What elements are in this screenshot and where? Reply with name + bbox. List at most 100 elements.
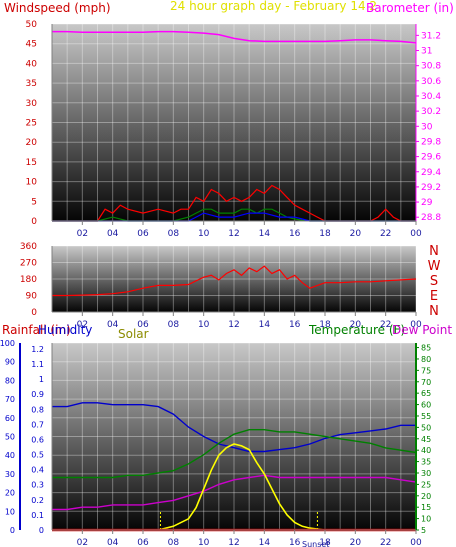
x-tick-label: 06 [137, 229, 149, 239]
x-tick-label: 08 [168, 229, 180, 239]
solar-axis-title: Solar [118, 327, 149, 341]
rain-y-tick-label: 1 [39, 375, 44, 384]
temperature-y-tick-label: 55 [421, 412, 431, 421]
temperature-y-tick-label: 20 [421, 492, 431, 501]
rain-y-tick-label: 0.2 [31, 496, 44, 505]
x-tick-label: 14 [259, 320, 271, 330]
wind-y-tick-label: 20 [26, 138, 38, 148]
x-tick-label: 14 [259, 538, 271, 547]
humidity-y-tick-label: 50 [5, 433, 15, 442]
direction-y-tick-label: 270 [20, 259, 37, 269]
x-tick-label: 04 [107, 229, 119, 239]
x-tick-label: 08 [168, 538, 180, 547]
barometer-y-tick-label: 29 [421, 198, 433, 208]
barometer-y-tick-label: 30.8 [421, 62, 441, 72]
temperature-axis-title: Temperature (F) [308, 323, 405, 337]
barometer-y-tick-label: 29.2 [421, 183, 441, 193]
x-tick-label: 22 [380, 538, 391, 547]
rain-y-tick-label: 0.1 [31, 511, 44, 520]
temperature-y-tick-label: 75 [421, 366, 431, 375]
rain-y-tick-label: 0.3 [31, 481, 44, 490]
x-tick-label: 04 [107, 320, 119, 330]
x-tick-label: 02 [77, 229, 88, 239]
temperature-y-tick-label: 40 [421, 446, 431, 455]
x-tick-label: 22 [380, 229, 391, 239]
x-tick-label: 16 [289, 320, 301, 330]
barometer-y-tick-label: 28.8 [421, 213, 441, 223]
rain-y-tick-label: 0.6 [31, 435, 44, 444]
barometer-y-tick-label: 30.4 [421, 92, 441, 102]
rain-y-tick-label: 0.9 [31, 390, 44, 399]
humidity-axis-title: Humidity [38, 323, 92, 337]
wind-y-tick-label: 5 [31, 197, 37, 207]
temperature-y-tick-label: 65 [421, 389, 431, 398]
wind-y-tick-label: 10 [26, 178, 38, 188]
barometer-y-tick-label: 29.4 [421, 168, 441, 178]
direction-letter: N [429, 244, 439, 259]
wind-y-tick-label: 40 [26, 59, 38, 69]
temperature-y-tick-label: 80 [421, 355, 431, 364]
humidity-y-tick-label: 30 [5, 470, 15, 479]
direction-letter: N [429, 304, 439, 319]
x-tick-label: 02 [77, 538, 88, 547]
temperature-y-tick-label: 35 [421, 458, 431, 467]
x-tick-label: 06 [137, 538, 149, 547]
wind-y-tick-label: 25 [26, 119, 37, 129]
rain-humidity-temp-panel: 010203040506070809010000.10.20.30.40.50.… [0, 323, 456, 547]
direction-letter: W [428, 259, 441, 274]
direction-y-tick-label: 360 [20, 242, 37, 252]
temperature-y-tick-label: 50 [421, 423, 431, 432]
windspeed-axis-title: Windspeed (mph) [4, 1, 111, 15]
wind-y-tick-label: 0 [31, 217, 37, 227]
x-tick-label: 18 [319, 229, 331, 239]
x-tick-label: 12 [228, 229, 239, 239]
temperature-y-tick-label: 45 [421, 435, 431, 444]
x-tick-label: 16 [289, 229, 301, 239]
x-tick-label: 20 [350, 538, 362, 547]
temperature-y-tick-label: 10 [421, 515, 431, 524]
x-tick-label: 10 [198, 229, 210, 239]
dew-point-axis-title: Dew Point ( [392, 323, 456, 337]
direction-y-tick-label: 180 [20, 275, 37, 285]
x-tick-label: 10 [198, 320, 210, 330]
x-tick-label: 14 [259, 229, 271, 239]
x-tick-label: 16 [289, 538, 301, 547]
humidity-y-tick-label: 90 [5, 358, 15, 367]
chart-title: 24 hour graph day - February 14 2 [170, 0, 377, 13]
barometer-y-tick-label: 30.2 [421, 107, 441, 117]
humidity-y-tick-label: 40 [5, 451, 15, 460]
sunset-annotation: Sunset [302, 540, 329, 547]
humidity-y-tick-label: 20 [5, 489, 15, 498]
barometer-y-tick-label: 31.2 [421, 31, 441, 41]
temperature-y-tick-label: 60 [421, 401, 431, 410]
direction-letter: S [430, 274, 438, 289]
temperature-y-tick-label: 85 [421, 344, 431, 353]
rain-y-tick-label: 1.1 [31, 360, 44, 369]
humidity-y-tick-label: 0 [10, 526, 15, 535]
x-tick-label: 00 [410, 538, 422, 547]
barometer-axis-title: Barometer (in) [366, 1, 454, 15]
humidity-y-tick-label: 60 [5, 414, 15, 423]
barometer-y-tick-label: 29.8 [421, 137, 441, 147]
rain-y-tick-label: 1.2 [31, 345, 44, 354]
wind-barometer-panel: 0 5 10 15 20 25 30 35 40 45 50 28.8 29 29.2 29.4 29.6 29… [4, 0, 454, 239]
temperature-y-tick-label: 5 [421, 526, 426, 535]
direction-y-tick-label: 90 [26, 292, 38, 302]
barometer-y-tick-label: 31 [421, 47, 432, 57]
humidity-y-tick-label: 100 [0, 339, 15, 348]
wind-y-tick-label: 35 [26, 79, 37, 89]
rain-y-tick-label: 0 [39, 526, 44, 535]
x-tick-label: 08 [168, 320, 180, 330]
x-tick-label: 00 [410, 229, 422, 239]
direction-y-tick-label: 0 [31, 308, 37, 318]
humidity-y-tick-label: 70 [5, 395, 15, 404]
barometer-y-tick-label: 30 [421, 122, 433, 132]
wind-y-tick-label: 15 [26, 158, 37, 168]
temperature-y-tick-label: 25 [421, 480, 431, 489]
x-tick-label: 20 [350, 229, 362, 239]
x-tick-label: 04 [107, 538, 119, 547]
barometer-y-tick-label: 30.6 [421, 77, 441, 87]
